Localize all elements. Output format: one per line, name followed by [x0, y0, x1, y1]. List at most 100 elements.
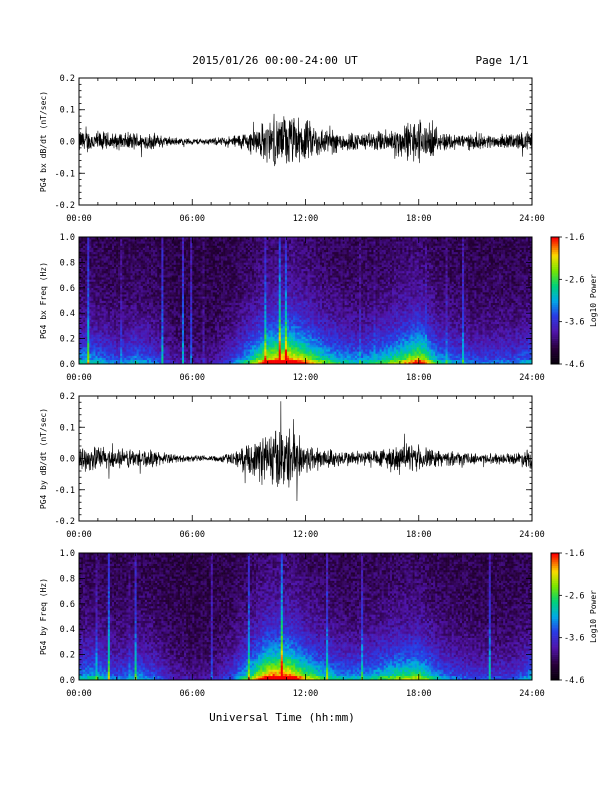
spectrogram-cell — [157, 301, 159, 303]
spectrogram-cell — [126, 273, 128, 275]
spectrogram-cell — [91, 317, 93, 319]
spectrogram-cell — [244, 353, 246, 355]
spectrogram-cell — [153, 292, 155, 294]
spectrogram-cell — [205, 284, 207, 286]
spectrogram-cell — [130, 341, 132, 343]
spectrogram-cell — [118, 347, 120, 349]
spectrogram-cell — [93, 317, 95, 319]
spectrogram-cell — [147, 317, 149, 319]
spectrogram-cell — [114, 277, 116, 279]
spectrogram-cell — [128, 279, 130, 281]
spectrogram-cell — [205, 315, 207, 317]
spectrogram-cell — [139, 248, 141, 250]
spectrogram-cell — [242, 258, 244, 260]
spectrogram-cell — [198, 322, 200, 324]
spectrogram-cell — [104, 303, 106, 305]
spectrogram-cell — [104, 326, 106, 328]
spectrogram-cell — [130, 301, 132, 303]
spectrogram-cell — [215, 277, 217, 279]
spectrogram-cell — [170, 252, 172, 254]
spectrogram-cell — [225, 343, 227, 345]
spectrogram-cell — [233, 336, 235, 338]
spectrogram-cell — [118, 311, 120, 313]
spectrogram-cell — [141, 343, 143, 345]
spectrogram-cell — [213, 275, 215, 277]
spectrogram-cell — [180, 245, 182, 247]
spectrogram-cell — [229, 262, 231, 264]
spectrogram-cell — [180, 273, 182, 275]
spectrogram-cell — [155, 309, 157, 311]
spectrogram-cell — [98, 265, 100, 267]
spectrogram-cell — [93, 250, 95, 252]
spectrogram-cell — [186, 250, 188, 252]
spectrogram-cell — [151, 360, 153, 362]
spectrogram-cell — [91, 343, 93, 345]
spectrogram-cell — [223, 269, 225, 271]
spectrogram-cell — [168, 267, 170, 269]
spectrogram-cell — [235, 307, 237, 309]
spectrogram-cell — [209, 290, 211, 292]
spectrogram-cell — [194, 309, 196, 311]
spectrogram-cell — [143, 326, 145, 328]
spectrogram-cell — [180, 334, 182, 336]
spectrogram-cell — [180, 298, 182, 300]
spectrogram-cell — [151, 239, 153, 241]
spectrogram-cell — [219, 330, 221, 332]
spectrogram-cell — [211, 320, 213, 322]
spectrogram-cell — [225, 260, 227, 262]
spectrogram-cell — [217, 311, 219, 313]
spectrogram-cell — [170, 239, 172, 241]
spectrogram-cell — [143, 351, 145, 353]
spectrogram-cell — [137, 301, 139, 303]
spectrogram-cell — [106, 322, 108, 324]
spectrogram-cell — [242, 311, 244, 313]
spectrogram-cell — [110, 311, 112, 313]
spectrogram-cell — [102, 281, 104, 283]
spectrogram-cell — [91, 334, 93, 336]
spectrogram-cell — [85, 290, 87, 292]
spectrogram-cell — [205, 250, 207, 252]
spectrogram-cell — [170, 336, 172, 338]
spectrogram-cell — [91, 271, 93, 273]
spectrogram-cell — [205, 298, 207, 300]
spectrogram-cell — [227, 243, 229, 245]
spectrogram-cell — [233, 267, 235, 269]
spectrogram-cell — [165, 303, 167, 305]
spectrogram-cell — [135, 298, 137, 300]
spectrogram-cell — [229, 345, 231, 347]
spectrogram-cell — [143, 273, 145, 275]
spectrogram-cell — [211, 252, 213, 254]
spectrogram-cell — [133, 269, 135, 271]
spectrogram-cell — [100, 296, 102, 298]
spectrogram-cell — [225, 275, 227, 277]
spectrogram-cell — [155, 245, 157, 247]
spectrogram-cell — [159, 360, 161, 362]
spectrogram-cell — [209, 353, 211, 355]
spectrogram-cell — [196, 313, 198, 315]
spectrogram-cell — [87, 309, 89, 311]
spectrogram-cell — [178, 345, 180, 347]
spectrogram-cell — [159, 267, 161, 269]
spectrogram-cell — [172, 334, 174, 336]
spectrogram-cell — [128, 248, 130, 250]
spectrogram-cell — [100, 267, 102, 269]
spectrogram-cell — [215, 248, 217, 250]
spectrogram-cell — [143, 254, 145, 256]
spectrogram-cell — [93, 292, 95, 294]
spectrogram-cell — [155, 286, 157, 288]
spectrogram-cell — [215, 296, 217, 298]
spectrogram-cell — [122, 330, 124, 332]
spectrogram-cell — [128, 256, 130, 258]
spectrogram-cell — [143, 239, 145, 241]
spectrogram-cell — [87, 360, 89, 362]
spectrogram-cell — [122, 250, 124, 252]
spectrogram-cell — [213, 326, 215, 328]
spectrogram-cell — [100, 262, 102, 264]
spectrogram-cell — [81, 298, 83, 300]
spectrogram-cell — [118, 279, 120, 281]
spectrogram-cell — [155, 322, 157, 324]
spectrogram-cell — [159, 309, 161, 311]
spectrogram-cell — [242, 260, 244, 262]
spectrogram-cell — [203, 245, 205, 247]
spectrogram-cell — [246, 341, 248, 343]
